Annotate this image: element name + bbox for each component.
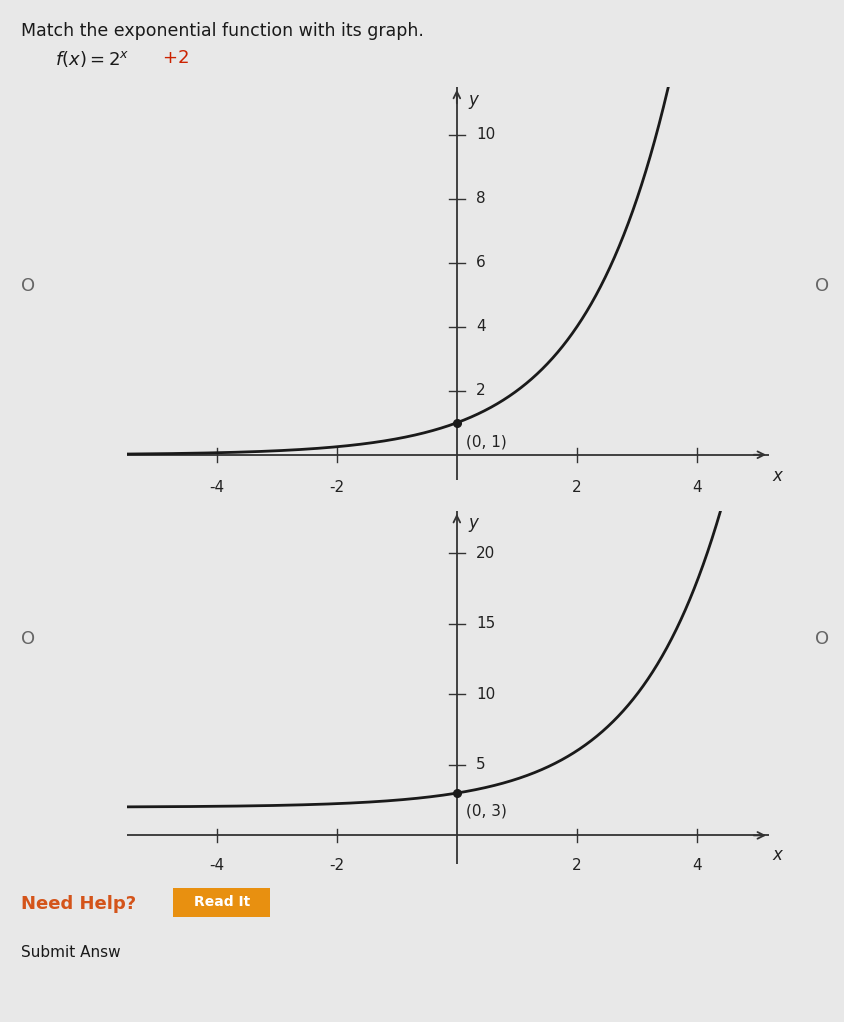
Text: -2: -2 bbox=[329, 857, 344, 873]
Text: O: O bbox=[814, 630, 829, 648]
Text: $f(x) = 2^x$: $f(x) = 2^x$ bbox=[55, 49, 129, 69]
Text: 5: 5 bbox=[475, 757, 485, 773]
Text: O: O bbox=[21, 630, 35, 648]
Text: y: y bbox=[468, 514, 478, 532]
Text: 4: 4 bbox=[475, 319, 485, 334]
Text: 15: 15 bbox=[475, 616, 495, 632]
Text: 10: 10 bbox=[475, 128, 495, 142]
Text: 4: 4 bbox=[691, 479, 701, 495]
Text: -4: -4 bbox=[209, 479, 224, 495]
Text: 8: 8 bbox=[475, 191, 485, 206]
Text: (0, 3): (0, 3) bbox=[465, 803, 506, 819]
Text: 2: 2 bbox=[571, 857, 581, 873]
Text: $+ 2$: $+ 2$ bbox=[162, 49, 189, 67]
Text: O: O bbox=[814, 277, 829, 295]
Text: Match the exponential function with its graph.: Match the exponential function with its … bbox=[21, 22, 424, 41]
Text: 2: 2 bbox=[571, 479, 581, 495]
Text: -2: -2 bbox=[329, 479, 344, 495]
Text: Read It: Read It bbox=[193, 895, 250, 910]
Text: 20: 20 bbox=[475, 546, 495, 561]
Text: x: x bbox=[771, 467, 781, 485]
Text: 4: 4 bbox=[691, 857, 701, 873]
Text: 6: 6 bbox=[475, 256, 485, 270]
Text: Need Help?: Need Help? bbox=[21, 895, 136, 914]
Text: 2: 2 bbox=[475, 383, 485, 399]
Text: 10: 10 bbox=[475, 687, 495, 702]
Text: Submit Answ: Submit Answ bbox=[21, 945, 121, 960]
Text: x: x bbox=[771, 846, 781, 864]
Text: y: y bbox=[468, 91, 478, 108]
Text: -4: -4 bbox=[209, 857, 224, 873]
Text: (0, 1): (0, 1) bbox=[465, 434, 506, 450]
Text: O: O bbox=[21, 277, 35, 295]
